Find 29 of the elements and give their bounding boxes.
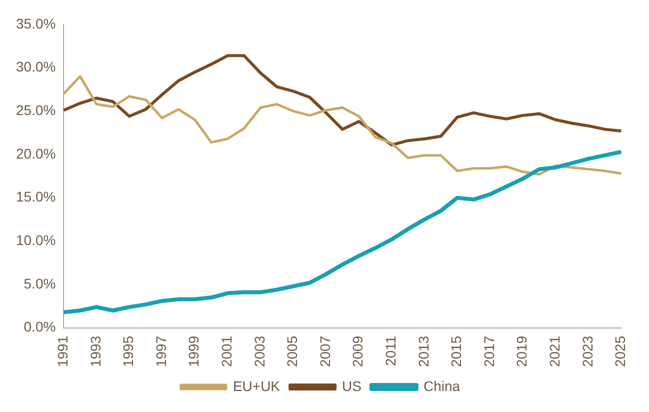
y-tick-label: 15.0%	[16, 188, 56, 205]
x-tick-label: 2023	[579, 336, 596, 368]
x-tick-label: 1999	[186, 336, 202, 368]
y-tick-label: 0.0%	[24, 318, 56, 335]
x-tick-label: 2013	[415, 336, 432, 368]
x-tick-label: 2025	[612, 336, 628, 368]
x-tick-label: 2017	[480, 336, 497, 368]
x-tick-label: 1993	[87, 336, 104, 368]
x-tick-label: 1997	[152, 336, 169, 368]
legend-label: EU+UK	[232, 378, 281, 394]
x-tick-label: 2011	[382, 336, 398, 366]
y-tick-label: 30.0%	[16, 58, 56, 75]
legend-label: China	[423, 378, 460, 394]
x-tick-label: 2003	[251, 336, 268, 368]
x-tick-label: 1991	[54, 336, 71, 368]
x-tick-label: 2007	[316, 336, 333, 368]
y-tick-label: 35.0%	[16, 15, 56, 32]
x-tick-label: 1995	[120, 336, 136, 368]
x-tick-label: 2001	[218, 336, 235, 368]
y-tick-label: 25.0%	[16, 102, 56, 118]
x-tick-label: 2005	[284, 336, 300, 368]
y-tick-label: 20.0%	[16, 145, 56, 162]
x-tick-label: 2015	[448, 336, 464, 368]
y-tick-label: 5.0%	[24, 275, 56, 292]
x-tick-label: 2019	[514, 336, 530, 368]
y-tick-label: 10.0%	[16, 232, 56, 248]
x-tick-label: 2021	[546, 336, 562, 368]
legend-label: US	[342, 378, 362, 394]
x-tick-label: 2009	[350, 336, 366, 368]
